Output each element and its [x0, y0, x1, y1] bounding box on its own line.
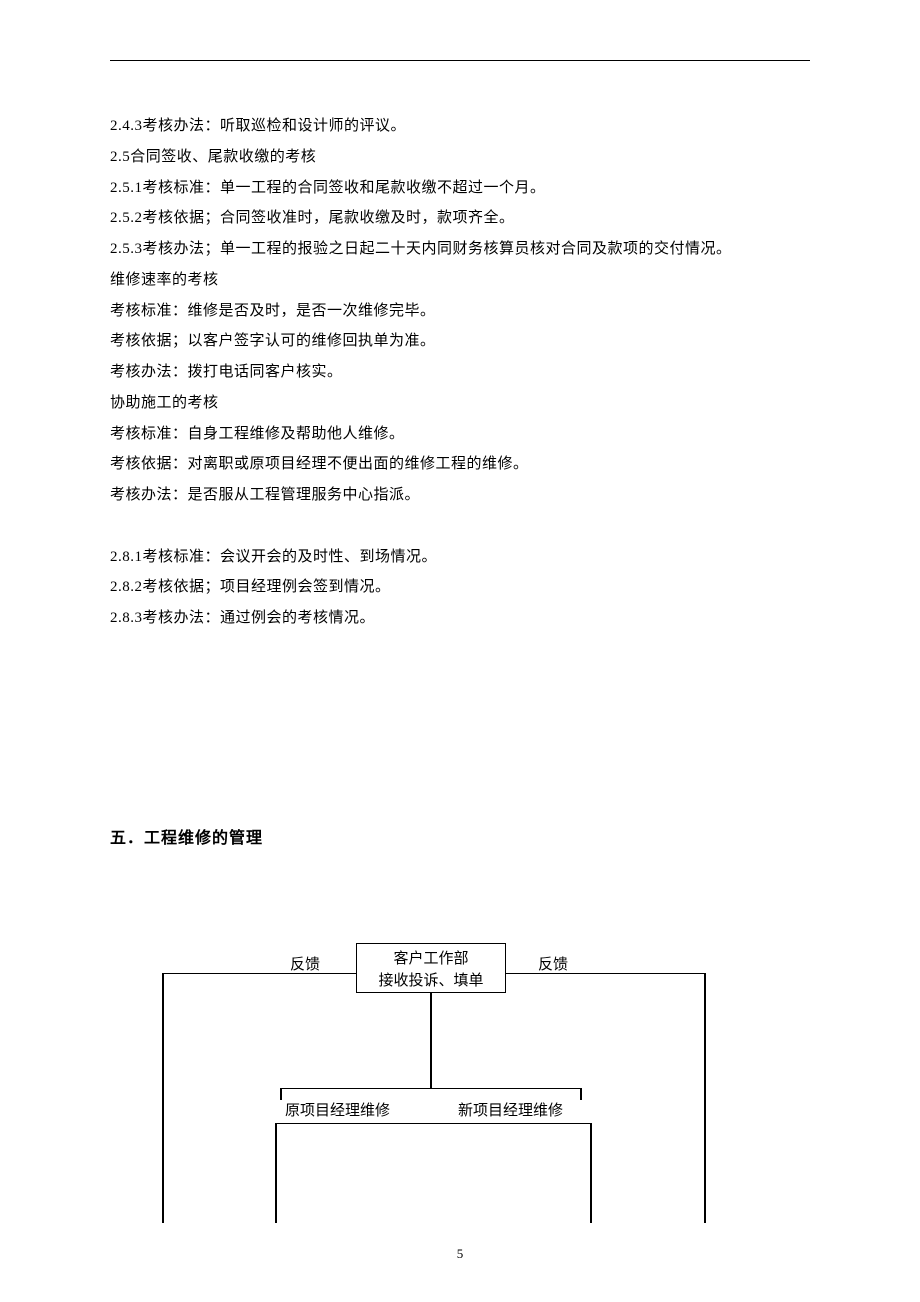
page-number: 5 — [0, 1246, 920, 1262]
paragraph: 考核办法：是否服从工程管理服务中心指派。 — [110, 480, 810, 511]
flowchart: 客户工作部 接收投诉、填单 反馈 反馈 原项目经理维修 新项目经理维修 — [110, 943, 810, 1243]
flowchart-node-customer-dept: 客户工作部 接收投诉、填单 — [356, 943, 506, 993]
flowchart-label-branch-left: 原项目经理维修 — [285, 1101, 390, 1122]
flowchart-edge — [275, 1123, 590, 1125]
flowchart-label-branch-right: 新项目经理维修 — [458, 1101, 563, 1122]
flowchart-edge — [590, 1123, 592, 1223]
flowchart-edge — [704, 973, 706, 1223]
top-horizontal-rule — [110, 60, 810, 61]
paragraph: 2.4.3考核办法：听取巡检和设计师的评议。 — [110, 111, 810, 142]
paragraph: 考核依据：对离职或原项目经理不便出面的维修工程的维修。 — [110, 449, 810, 480]
paragraph: 考核标准：维修是否及时，是否一次维修完毕。 — [110, 296, 810, 327]
paragraph: 考核标准：自身工程维修及帮助他人维修。 — [110, 419, 810, 450]
paragraph: 维修速率的考核 — [110, 265, 810, 296]
paragraph: 2.8.2考核依据；项目经理例会签到情况。 — [110, 572, 810, 603]
paragraph: 2.5.2考核依据；合同签收准时，尾款收缴及时，款项齐全。 — [110, 203, 810, 234]
body-text-block: 2.4.3考核办法：听取巡检和设计师的评议。 2.5合同签收、尾款收缴的考核 2… — [110, 111, 810, 634]
paragraph: 协助施工的考核 — [110, 388, 810, 419]
flowchart-edge — [280, 1088, 282, 1100]
paragraph: 2.8.3考核办法：通过例会的考核情况。 — [110, 603, 810, 634]
paragraph-blank — [110, 511, 810, 542]
flowchart-edge — [430, 993, 432, 1088]
paragraph: 考核办法：拨打电话同客户核实。 — [110, 357, 810, 388]
paragraph: 2.8.1考核标准：会议开会的及时性、到场情况。 — [110, 542, 810, 573]
flowchart-edge — [506, 973, 704, 975]
paragraph: 2.5.1考核标准：单一工程的合同签收和尾款收缴不超过一个月。 — [110, 173, 810, 204]
flowchart-edge — [280, 1088, 580, 1090]
flowchart-edge — [162, 973, 164, 1223]
document-page: 2.4.3考核办法：听取巡检和设计师的评议。 2.5合同签收、尾款收缴的考核 2… — [0, 0, 920, 1302]
section-heading: 五．工程维修的管理 — [110, 824, 810, 848]
paragraph: 2.5合同签收、尾款收缴的考核 — [110, 142, 810, 173]
paragraph: 2.5.3考核办法；单一工程的报验之日起二十天内同财务核算员核对合同及款项的交付… — [110, 234, 810, 265]
flowchart-edge — [162, 973, 356, 975]
paragraph: 考核依据；以客户签字认可的维修回执单为准。 — [110, 326, 810, 357]
flowchart-edge — [580, 1088, 582, 1100]
flowchart-node-line2: 接收投诉、填单 — [363, 970, 499, 993]
flowchart-node-line1: 客户工作部 — [363, 948, 499, 971]
flowchart-edge — [275, 1123, 277, 1223]
